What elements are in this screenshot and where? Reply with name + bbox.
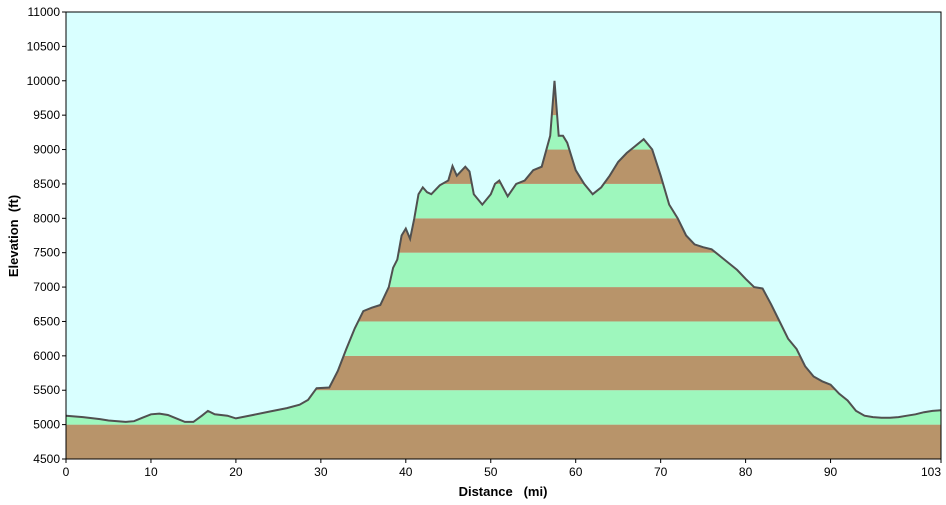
profile-line	[65, 80, 942, 423]
x-tick-label: 80	[739, 465, 753, 479]
y-tick-label: 5500	[33, 383, 60, 397]
y-tick-label: 11000	[28, 5, 61, 19]
x-tick-label: 70	[654, 465, 668, 479]
plot-border	[65, 11, 942, 460]
x-tick-label: 10	[144, 465, 158, 479]
y-tick-label: 8000	[33, 211, 60, 225]
x-tick-label: 103	[921, 465, 941, 479]
x-tick-label: 60	[569, 465, 583, 479]
y-tick-label: 4500	[33, 452, 60, 466]
y-axis-title: Elevation (ft)	[6, 195, 21, 277]
x-tick-label: 90	[824, 465, 838, 479]
y-tick-label: 10500	[27, 39, 61, 53]
x-axis-title: Distance (mi)	[459, 484, 548, 499]
y-tick-label: 6000	[33, 349, 60, 363]
y-axis: 4500 5000 5500 6000 6500 7000 7500 8000 8500 9000…	[27, 5, 66, 466]
y-tick-label: 9000	[33, 143, 60, 157]
x-tick-label: 40	[399, 465, 413, 479]
y-tick-label: 7500	[33, 246, 60, 260]
y-tick-label: 9500	[33, 108, 60, 122]
y-tick-label: 6500	[33, 314, 60, 328]
x-axis: 0 10 20 30 40 50 60 70 80 90 103	[63, 459, 942, 479]
y-tick-label: 10000	[27, 74, 61, 88]
x-tick-label: 0	[63, 465, 70, 479]
x-tick-label: 50	[484, 465, 498, 479]
x-tick-label: 30	[314, 465, 328, 479]
x-tick-label: 20	[229, 465, 243, 479]
elevation-band	[66, 424, 941, 459]
y-tick-label: 7000	[33, 280, 60, 294]
y-tick-label: 8500	[33, 177, 60, 191]
y-tick-label: 5000	[33, 418, 60, 432]
